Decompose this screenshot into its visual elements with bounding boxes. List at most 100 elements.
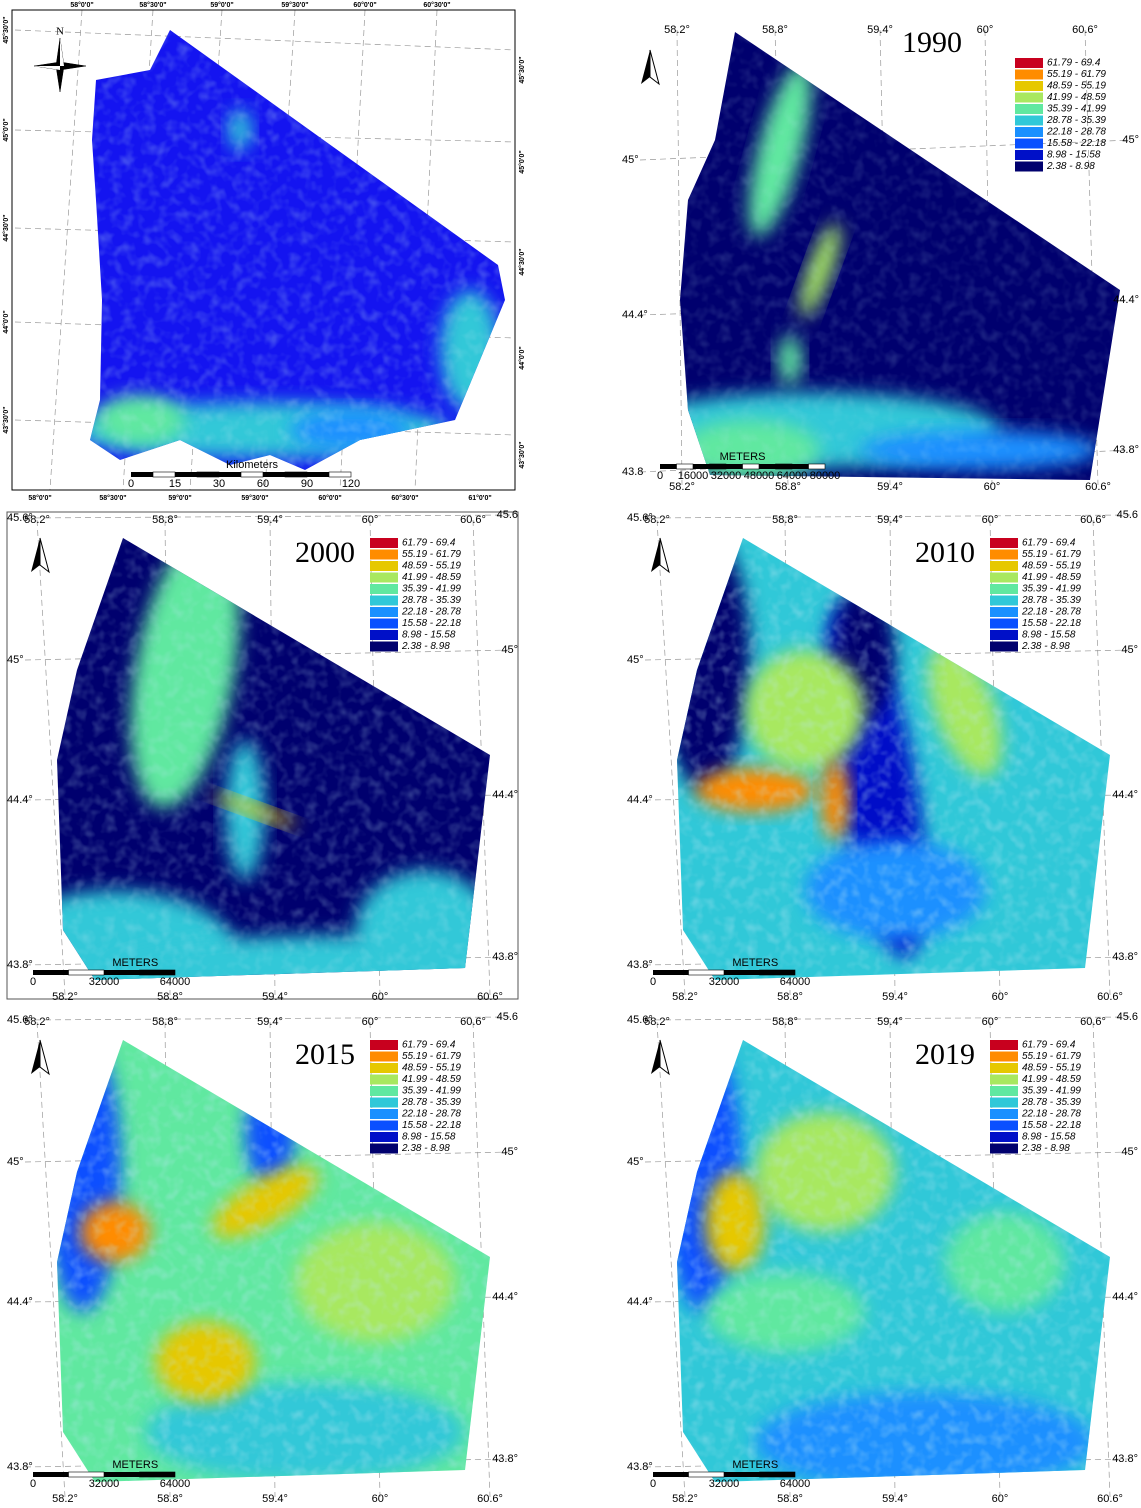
lon-label: 58.8° <box>775 481 801 493</box>
lat-label: 44.4° <box>492 789 518 801</box>
scale-segment <box>69 970 105 975</box>
lat-label: 44.4° <box>1112 1291 1138 1303</box>
lat-label: 43.8° <box>7 1461 33 1473</box>
scale-tick: 64000 <box>160 976 191 988</box>
legend-label: 55.19 - 61.79 <box>402 549 461 560</box>
scale-segment <box>792 464 809 469</box>
lat-label: 43°30'0" <box>2 406 10 433</box>
scale-tick: 120 <box>342 478 360 490</box>
scale-tick: 48000 <box>744 470 775 482</box>
lon-label: 58.2° <box>52 1493 78 1505</box>
lat-label: 43.8° <box>1112 1453 1138 1465</box>
lon-label: 59°30'0" <box>241 494 268 502</box>
overview-panel: 58°0'0"58°30'0"59°0'0"59°30'0"60°0'0"60°… <box>0 0 526 502</box>
legend-swatch <box>370 573 398 583</box>
scale-segment <box>140 970 176 975</box>
lat-label: 45.6° <box>7 1014 33 1026</box>
scale-segment <box>660 464 677 469</box>
legend-swatch <box>990 1121 1018 1131</box>
scale-segment <box>653 970 689 975</box>
scale-tick: 0 <box>650 1478 656 1490</box>
lon-label: 58.2° <box>664 24 690 36</box>
lon-label: 60.6° <box>1097 1493 1123 1505</box>
lon-label: 60°0'0" <box>318 494 341 502</box>
lon-label: 58.2° <box>669 481 695 493</box>
scale-segment <box>724 1472 760 1477</box>
legend-swatch <box>990 619 1018 629</box>
legend-swatch <box>370 538 398 548</box>
legend-label: 28.78 - 35.39 <box>1021 1097 1081 1108</box>
lon-label: 60° <box>362 1016 379 1028</box>
lon-label: 60°0'0" <box>353 1 376 9</box>
scale-segment <box>776 464 793 469</box>
legend-swatch <box>990 1040 1018 1050</box>
lat-label: 43.8° <box>627 1461 653 1473</box>
lon-label: 60° <box>372 991 389 1003</box>
scale-segment <box>153 472 175 477</box>
scale-tick: 64000 <box>160 1478 191 1490</box>
lon-label: 59.4° <box>262 1493 288 1505</box>
lon-label: 58°0'0" <box>70 1 93 9</box>
lon-label: 59°30'0" <box>281 1 308 9</box>
lat-label: 45° <box>627 654 644 666</box>
legend-label: 15.58 - 22.18 <box>1047 138 1106 149</box>
lon-label: 58.8° <box>152 1016 178 1028</box>
legend-label: 41.99 - 48.59 <box>402 1074 461 1085</box>
scale-segment <box>809 464 826 469</box>
map-panel: 58.2°58.8°59.4°60°60.6°58.2°58.8°59.4°60… <box>625 1011 1141 1508</box>
lon-label: 60° <box>992 991 1009 1003</box>
scale-segment <box>653 1472 689 1477</box>
scale-segment <box>131 472 153 477</box>
legend-label: 48.59 - 55.19 <box>1022 561 1081 572</box>
lon-label: 60° <box>992 1493 1009 1505</box>
lat-label: 43°30'0" <box>518 441 526 468</box>
legend-label: 35.39 - 41.99 <box>1022 584 1081 595</box>
legend-swatch <box>370 1086 398 1096</box>
legend-swatch <box>370 619 398 629</box>
scale-segment <box>285 472 307 477</box>
scale-tick: 64000 <box>780 976 811 988</box>
scale-title: METERS <box>732 957 778 969</box>
scale-segment <box>241 472 263 477</box>
legend-swatch <box>370 1121 398 1131</box>
scale-segment <box>724 970 760 975</box>
legend-label: 41.99 - 48.59 <box>1047 92 1106 103</box>
lon-label: 60.6° <box>477 991 503 1003</box>
legend-swatch <box>1015 139 1043 149</box>
legend-label: 22.18 - 28.78 <box>401 607 461 618</box>
lat-label: 45.6 <box>497 1011 518 1023</box>
legend-label: 61.79 - 69.4 <box>1022 1040 1076 1051</box>
scale-segment <box>329 472 351 477</box>
legend-swatch <box>1015 104 1043 114</box>
legend-swatch <box>1015 58 1043 68</box>
scale-segment <box>710 464 727 469</box>
lat-label: 45° <box>501 1146 518 1158</box>
lon-label: 58.8° <box>777 991 803 1003</box>
grid-line <box>15 30 515 50</box>
legend-label: 15.58 - 22.18 <box>1022 1120 1081 1131</box>
scale-segment <box>693 464 710 469</box>
lat-label: 45.6° <box>627 1014 653 1026</box>
legend-label: 41.99 - 48.59 <box>402 572 461 583</box>
lon-label: 59.4° <box>262 991 288 1003</box>
scale-segment <box>140 1472 176 1477</box>
legend-label: 41.99 - 48.59 <box>1022 572 1081 583</box>
lat-label: 45.6° <box>627 512 653 524</box>
scale-tick: 32000 <box>711 470 742 482</box>
scale-title: METERS <box>112 957 158 969</box>
legend-label: 15.58 - 22.18 <box>1022 618 1081 629</box>
legend-label: 55.19 - 61.79 <box>402 1051 461 1062</box>
legend-label: 48.59 - 55.19 <box>1022 1063 1081 1074</box>
lat-label: 43.8° <box>1113 444 1139 456</box>
north-arrow <box>40 1040 49 1074</box>
lat-label: 45.6° <box>7 512 33 524</box>
scale-segment <box>760 970 796 975</box>
legend-swatch <box>990 538 1018 548</box>
lon-label: 59.4° <box>882 1493 908 1505</box>
lon-label: 59°0'0" <box>168 494 191 502</box>
lat-label: 44°0'0" <box>518 346 526 369</box>
lon-label: 60°30'0" <box>423 1 450 9</box>
lat-label: 45°30'0" <box>518 56 526 83</box>
north-arrow <box>641 50 650 84</box>
legend-swatch <box>1015 81 1043 91</box>
